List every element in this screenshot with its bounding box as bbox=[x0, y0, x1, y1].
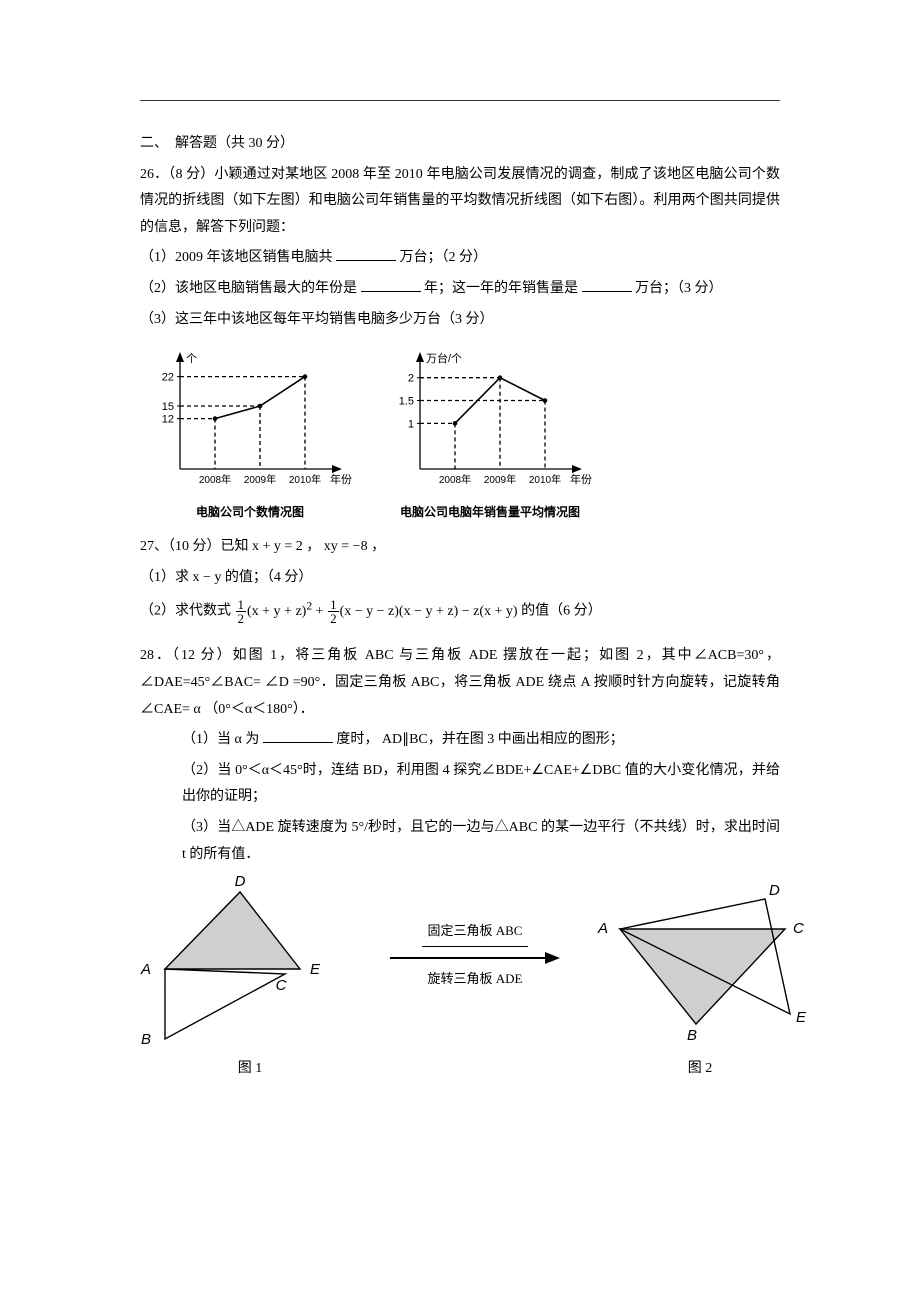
q27-equations: x + y = 2 ， xy = −8 ， bbox=[252, 539, 385, 554]
q26-s2-a: （2）该地区电脑销售最大的年份是 bbox=[140, 281, 357, 296]
spacer bbox=[140, 629, 780, 643]
svg-text:2008年: 2008年 bbox=[439, 473, 471, 486]
svg-text:A: A bbox=[140, 961, 151, 978]
q26-s2-c: 万台；（3 分） bbox=[635, 281, 723, 296]
svg-text:B: B bbox=[687, 1027, 697, 1044]
chart2-block: 万台/个年份 1 1.5 2 2008年 2009年 2010年 电脑公司电脑年销售量平均情… bbox=[380, 339, 600, 524]
arrow-bottom-text: 旋转三角板 ADE bbox=[428, 967, 523, 992]
chart1-caption: 电脑公司个数情况图 bbox=[140, 501, 360, 524]
blank-field[interactable] bbox=[361, 277, 421, 292]
q26-s1-b: 万台；（2 分） bbox=[400, 250, 488, 265]
svg-text:15: 15 bbox=[162, 401, 174, 413]
svg-text:年份: 年份 bbox=[570, 472, 592, 486]
arrow-block: 固定三角板 ABC 旋转三角板 ADE bbox=[390, 919, 560, 991]
svg-text:E: E bbox=[796, 1009, 807, 1026]
svg-text:A: A bbox=[597, 920, 608, 937]
svg-text:C: C bbox=[793, 920, 804, 937]
fraction-half: 12 bbox=[236, 598, 247, 625]
arrow-icon bbox=[390, 949, 560, 967]
svg-text:万台/个: 万台/个 bbox=[426, 351, 462, 365]
figure2: A C B D E bbox=[590, 874, 810, 1054]
arrow-top-text: 固定三角板 ABC bbox=[422, 919, 529, 947]
q27-s2-a: （2）求代数式 bbox=[140, 604, 231, 619]
q26-sub1: （1）2009 年该地区销售电脑共 万台；（2 分） bbox=[140, 245, 780, 272]
svg-text:2010年: 2010年 bbox=[529, 473, 561, 486]
q27-stem: 27、（10 分）已知 x + y = 2 ， xy = −8 ， bbox=[140, 534, 780, 561]
svg-text:2: 2 bbox=[408, 373, 414, 385]
q27-expression: 12(x + y + z)2 + 12(x − y − z)(x − y + z… bbox=[235, 604, 522, 619]
svg-text:1.5: 1.5 bbox=[399, 396, 414, 408]
q26-stem: 26．（8 分）小颖通过对某地区 2008 年至 2010 年电脑公司发展情况的… bbox=[140, 162, 780, 242]
q28-sub3: （3）当△ADE 旋转速度为 5°/秒时，且它的一边与△ABC 的某一边平行（不… bbox=[182, 815, 780, 868]
svg-text:2008年: 2008年 bbox=[199, 473, 231, 486]
svg-text:2009年: 2009年 bbox=[244, 473, 276, 486]
figure1-block: A B D E C 图 1 bbox=[140, 874, 360, 1083]
figure1: A B D E C bbox=[140, 874, 360, 1054]
q28-s1-b: 度时， AD∥BC，并在图 3 中画出相应的图形； bbox=[336, 732, 623, 747]
page: 二、 解答题（共 30 分） 26．（8 分）小颖通过对某地区 2008 年至 … bbox=[0, 0, 920, 1302]
q27-stem-a: 27、（10 分）已知 bbox=[140, 539, 252, 554]
blank-field[interactable] bbox=[263, 728, 333, 743]
figures-row: ABDEC 图 1 固定三角板 ABC 旋转三角板 ADE ACBDE 图 2 bbox=[140, 874, 780, 1083]
fraction-half: 12 bbox=[328, 598, 339, 625]
q28-s1-a: （1）当 α 为 bbox=[182, 732, 259, 747]
svg-text:个: 个 bbox=[186, 352, 197, 365]
chart1: 个年份 1215 22 2008年 2009年 2010年 bbox=[140, 339, 360, 499]
section-heading: 二、 解答题（共 30 分） bbox=[140, 131, 780, 158]
chart2-caption: 电脑公司电脑年销售量平均情况图 bbox=[380, 501, 600, 524]
q27-s2-b: 的值（6 分） bbox=[521, 604, 602, 619]
q28-sub2: （2）当 0°＜α＜45°时，连结 BD，利用图 4 探究∠BDE+∠CAE+∠… bbox=[182, 758, 780, 811]
chart2: 万台/个年份 1 1.5 2 2008年 2009年 2010年 bbox=[380, 339, 600, 499]
q26-sub2: （2）该地区电脑销售最大的年份是 年；这一年的年销售量是 万台；（3 分） bbox=[140, 276, 780, 303]
q28-sub1: （1）当 α 为 度时， AD∥BC，并在图 3 中画出相应的图形； bbox=[182, 727, 780, 754]
svg-text:2009年: 2009年 bbox=[484, 473, 516, 486]
svg-text:2010年: 2010年 bbox=[289, 473, 321, 486]
svg-text:12: 12 bbox=[162, 414, 174, 426]
chart1-block: 个年份 1215 22 2008年 2009年 2010年 电脑公司个数情况图 bbox=[140, 339, 360, 524]
svg-text:C: C bbox=[276, 977, 287, 994]
q26-sub3: （3）这三年中该地区每年平均销售电脑多少万台（3 分） bbox=[140, 307, 780, 334]
figure1-caption: 图 1 bbox=[140, 1056, 360, 1083]
svg-text:D: D bbox=[235, 874, 246, 890]
svg-text:22: 22 bbox=[162, 372, 174, 384]
svg-text:B: B bbox=[141, 1031, 151, 1048]
figure2-caption: 图 2 bbox=[590, 1056, 810, 1083]
q28-stem: 28．（12 分）如图 1，将三角板 ABC 与三角板 ADE 摆放在一起；如图… bbox=[140, 643, 780, 723]
top-rule bbox=[140, 100, 780, 101]
q26-s2-b: 年；这一年的年销售量是 bbox=[424, 281, 578, 296]
figure2-block: A C B D E 图 2 bbox=[590, 874, 810, 1083]
blank-field[interactable] bbox=[582, 277, 632, 292]
svg-text:年份: 年份 bbox=[330, 472, 352, 486]
q27-sub1: （1）求 x − y 的值；（4 分） bbox=[140, 565, 780, 592]
q26-s1-a: （1）2009 年该地区销售电脑共 bbox=[140, 250, 333, 265]
svg-text:E: E bbox=[310, 961, 321, 978]
q27-sub2: （2）求代数式 12(x + y + z)2 + 12(x − y − z)(x… bbox=[140, 595, 780, 625]
svg-text:1: 1 bbox=[408, 419, 414, 431]
charts-row: 个年份1215222008年2009年2010年 电脑公司个数情况图 万台/个年… bbox=[140, 339, 780, 524]
svg-text:D: D bbox=[769, 882, 780, 899]
blank-field[interactable] bbox=[336, 246, 396, 261]
